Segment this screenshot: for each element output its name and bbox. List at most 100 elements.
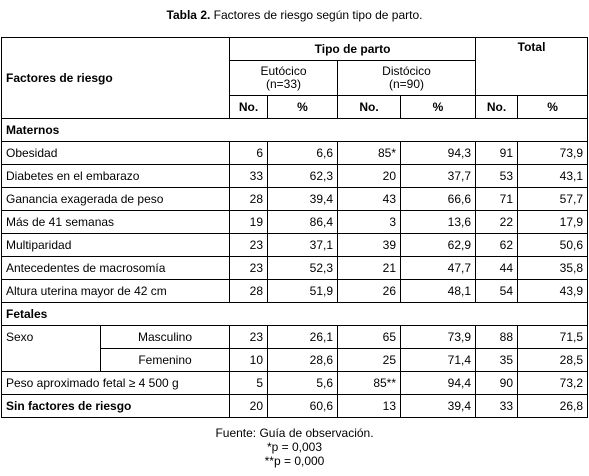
risk-factors-table: Factores de riesgo Tipo de parto Total E… xyxy=(0,37,589,418)
sexo-label-empty xyxy=(1,348,101,372)
t-pct-cell: 26,8 xyxy=(517,394,589,418)
t-pct-cell: 50,6 xyxy=(517,233,589,257)
t-no-cell: 44 xyxy=(475,256,519,280)
eu-no-cell: 10 xyxy=(229,348,268,372)
di-pct-cell: 62,9 xyxy=(399,233,477,257)
table-row-sexo-femenino: Femenino 10 28,6 25 71,4 35 28,5 xyxy=(1,348,589,372)
table-row-sexo-masculino: Sexo Masculino 23 26,1 65 73,9 88 71,5 xyxy=(1,325,589,349)
header-row-3: No. % No. % No. % xyxy=(2,95,589,119)
t-pct-cell: 71,5 xyxy=(517,325,589,349)
row-label: Femenino xyxy=(100,348,230,372)
header-distocico: Distócico (n=90) xyxy=(336,60,477,96)
eu-pct-cell: 6,6 xyxy=(267,141,338,165)
eu-pct-cell: 28,6 xyxy=(267,348,338,372)
eu-pct-cell: 37,1 xyxy=(267,233,338,257)
di-no-cell: 20 xyxy=(337,164,401,188)
header-di-no: No. xyxy=(337,95,401,119)
header-t-no: No. xyxy=(475,95,519,119)
header-eutocico-n: (n=33) xyxy=(265,77,302,91)
di-pct-cell: 48,1 xyxy=(399,279,477,303)
t-no-cell: 90 xyxy=(475,371,519,395)
row-label: Altura uterina mayor de 42 cm xyxy=(1,279,230,303)
table-footer: Fuente: Guía de observación. *p = 0,003 … xyxy=(0,426,589,468)
t-no-cell: 53 xyxy=(475,164,519,188)
table-row: Multiparidad 23 37,1 39 62,9 62 50,6 xyxy=(1,233,589,257)
header-tipo-parto: Tipo de parto xyxy=(228,37,477,61)
header-distocico-n: (n=90) xyxy=(389,77,425,91)
row-label: Multiparidad xyxy=(1,233,230,257)
di-pct-cell: 39,4 xyxy=(399,394,477,418)
row-label: Peso aproximado fetal ≥ 4 500 g xyxy=(1,371,230,395)
di-pct-cell: 37,7 xyxy=(399,164,477,188)
eu-no-cell: 20 xyxy=(229,394,268,418)
caption-text: Factores de riesgo según tipo de parto. xyxy=(213,8,423,22)
di-no-cell: 26 xyxy=(337,279,401,303)
eu-pct-cell: 51,9 xyxy=(267,279,338,303)
header-eutocico: Eutócico (n=33) xyxy=(229,60,338,96)
header-distocico-label: Distócico xyxy=(382,64,431,78)
eu-pct-cell: 60,6 xyxy=(267,394,338,418)
eu-no-cell: 6 xyxy=(229,141,268,165)
di-pct-cell: 47,7 xyxy=(399,256,477,280)
di-no-cell: 65 xyxy=(337,325,401,349)
t-pct-cell: 35,8 xyxy=(517,256,589,280)
di-no-cell: 85* xyxy=(337,141,401,165)
t-pct-cell: 57,7 xyxy=(517,187,589,211)
di-pct-cell: 66,6 xyxy=(399,187,477,211)
row-label: Masculino xyxy=(100,325,230,349)
t-pct-cell: 73,9 xyxy=(517,141,589,165)
table-row: Obesidad 6 6,6 85* 94,3 91 73,9 xyxy=(1,141,589,165)
eu-no-cell: 23 xyxy=(229,233,268,257)
t-no-cell: 22 xyxy=(475,210,519,234)
sexo-label: Sexo xyxy=(1,325,101,349)
row-label: Ganancia exagerada de peso xyxy=(1,187,230,211)
caption-prefix: Tabla 2. xyxy=(166,8,211,22)
section-fetales: Fetales xyxy=(0,302,589,326)
eu-no-cell: 28 xyxy=(229,279,268,303)
header-row-2: Eutócico (n=33) Distócico (n=90) xyxy=(2,60,588,96)
header-eu-no: No. xyxy=(229,95,268,119)
footer-source: Fuente: Guía de observación. xyxy=(215,426,374,440)
row-label: Antecedentes de macrosomía xyxy=(1,256,230,280)
table-row-peso: Peso aproximado fetal ≥ 4 500 g 5 5,6 85** 9… xyxy=(1,371,589,395)
row-label: Más de 41 semanas xyxy=(1,210,230,234)
di-no-cell: 3 xyxy=(337,210,401,234)
header-eutocico-label: Eutócico xyxy=(260,64,307,78)
table-row: Altura uterina mayor de 42 cm 28 51,9 26 48,… xyxy=(1,279,589,303)
t-pct-cell: 43,1 xyxy=(517,164,589,188)
eu-no-cell: 28 xyxy=(229,187,268,211)
eu-no-cell: 33 xyxy=(229,164,268,188)
di-no-cell: 43 xyxy=(337,187,401,211)
eu-no-cell: 23 xyxy=(229,256,268,280)
eu-pct-cell: 86,4 xyxy=(267,210,338,234)
eu-pct-cell: 39,4 xyxy=(267,187,338,211)
t-pct-cell: 73,2 xyxy=(517,371,589,395)
t-no-cell: 88 xyxy=(475,325,519,349)
header-di-pct: % xyxy=(399,95,477,119)
header-t-pct: % xyxy=(517,95,589,119)
footer-p2: **p = 0,000 xyxy=(264,454,325,468)
di-no-cell: 25 xyxy=(337,348,401,372)
table-row-sin-factores: Sin factores de riesgo 20 60,6 13 39,4 3… xyxy=(1,394,589,418)
t-no-cell: 35 xyxy=(475,348,519,372)
section-maternos: Maternos xyxy=(0,118,589,142)
di-pct-cell: 13,6 xyxy=(399,210,477,234)
header-factors: Factores de riesgo xyxy=(1,37,230,119)
eu-no-cell: 5 xyxy=(229,371,268,395)
di-pct-cell: 94,3 xyxy=(399,141,477,165)
table-row: Diabetes en el embarazo 33 62,3 20 37,7 53 43,… xyxy=(1,164,589,188)
di-pct-cell: 71,4 xyxy=(399,348,477,372)
row-label: Sin factores de riesgo xyxy=(1,394,230,418)
t-no-cell: 71 xyxy=(475,187,519,211)
table-row: Ganancia exagerada de peso 28 39,4 43 66,6 71… xyxy=(1,187,589,211)
t-no-cell: 33 xyxy=(475,394,519,418)
t-pct-cell: 43,9 xyxy=(517,279,589,303)
t-no-cell: 91 xyxy=(475,141,519,165)
t-pct-cell: 17,9 xyxy=(517,210,589,234)
header-total: Total xyxy=(475,37,589,96)
eu-pct-cell: 5,6 xyxy=(267,371,338,395)
eu-pct-cell: 52,3 xyxy=(267,256,338,280)
t-no-cell: 62 xyxy=(475,233,519,257)
row-label: Diabetes en el embarazo xyxy=(1,164,230,188)
di-no-cell: 39 xyxy=(337,233,401,257)
